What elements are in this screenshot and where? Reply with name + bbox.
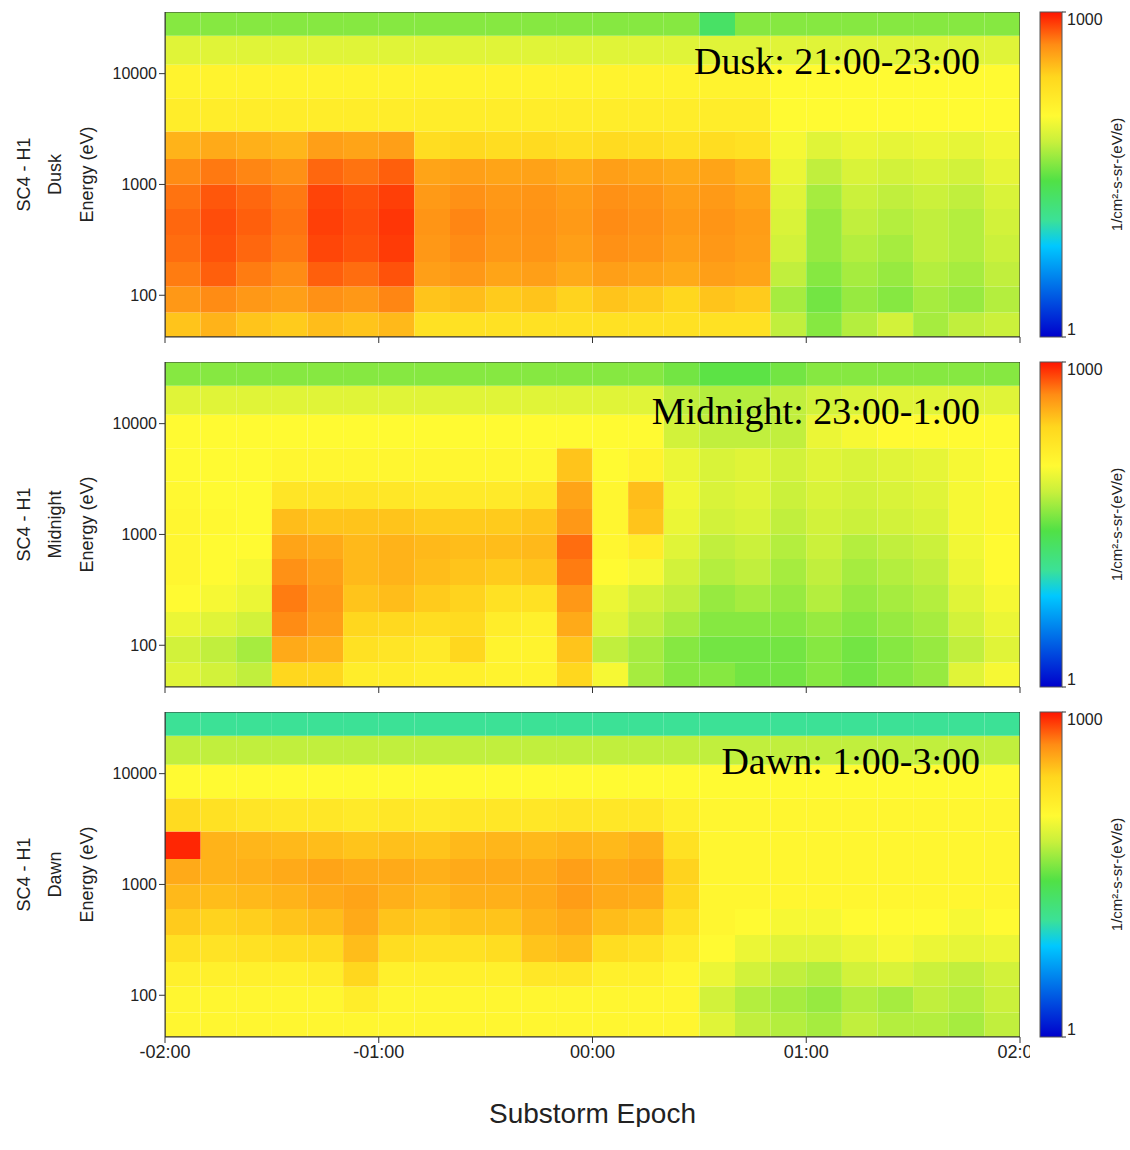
svg-text:Dusk: 21:00-23:00: Dusk: 21:00-23:00: [694, 40, 980, 82]
svg-text:Dawn: Dawn: [45, 851, 65, 897]
svg-text:10000: 10000: [113, 65, 158, 82]
svg-text:Midnight: Midnight: [45, 490, 65, 558]
svg-text:1000: 1000: [1067, 711, 1103, 728]
svg-text:1/cm²-s-sr-(eV/e): 1/cm²-s-sr-(eV/e): [1108, 118, 1125, 231]
svg-text:-02:00: -02:00: [139, 1042, 190, 1062]
svg-text:1: 1: [1067, 1021, 1076, 1038]
svg-text:1000: 1000: [121, 876, 157, 893]
svg-text:100: 100: [130, 637, 157, 654]
svg-text:SC4 - H1: SC4 - H1: [14, 837, 34, 911]
svg-text:Energy (eV): Energy (eV): [77, 476, 97, 572]
svg-text:Midnight: 23:00-1:00: Midnight: 23:00-1:00: [652, 390, 980, 432]
svg-text:02:00: 02:00: [997, 1042, 1030, 1062]
svg-text:Substorm Epoch: Substorm Epoch: [489, 1098, 696, 1127]
svg-text:00:00: 00:00: [570, 1042, 615, 1062]
svg-text:Dawn: 1:00-3:00: Dawn: 1:00-3:00: [721, 740, 980, 782]
svg-text:1000: 1000: [121, 526, 157, 543]
svg-text:SC4 - H1: SC4 - H1: [14, 137, 34, 211]
svg-text:1: 1: [1067, 671, 1076, 688]
svg-text:10000: 10000: [113, 415, 158, 432]
svg-text:1000: 1000: [121, 176, 157, 193]
svg-text:10000: 10000: [113, 765, 158, 782]
svg-text:1000: 1000: [1067, 11, 1103, 28]
svg-text:1000: 1000: [1067, 361, 1103, 378]
svg-text:1/cm²-s-sr-(eV/e): 1/cm²-s-sr-(eV/e): [1108, 468, 1125, 581]
svg-text:-01:00: -01:00: [353, 1042, 404, 1062]
svg-text:Dusk: Dusk: [45, 153, 65, 195]
svg-text:1/cm²-s-sr-(eV/e): 1/cm²-s-sr-(eV/e): [1108, 818, 1125, 931]
svg-text:100: 100: [130, 287, 157, 304]
svg-text:SC4 - H1: SC4 - H1: [14, 487, 34, 561]
svg-text:Energy (eV): Energy (eV): [77, 126, 97, 222]
svg-text:Energy (eV): Energy (eV): [77, 826, 97, 922]
svg-text:100: 100: [130, 987, 157, 1004]
svg-text:1: 1: [1067, 321, 1076, 338]
svg-text:01:00: 01:00: [784, 1042, 829, 1062]
